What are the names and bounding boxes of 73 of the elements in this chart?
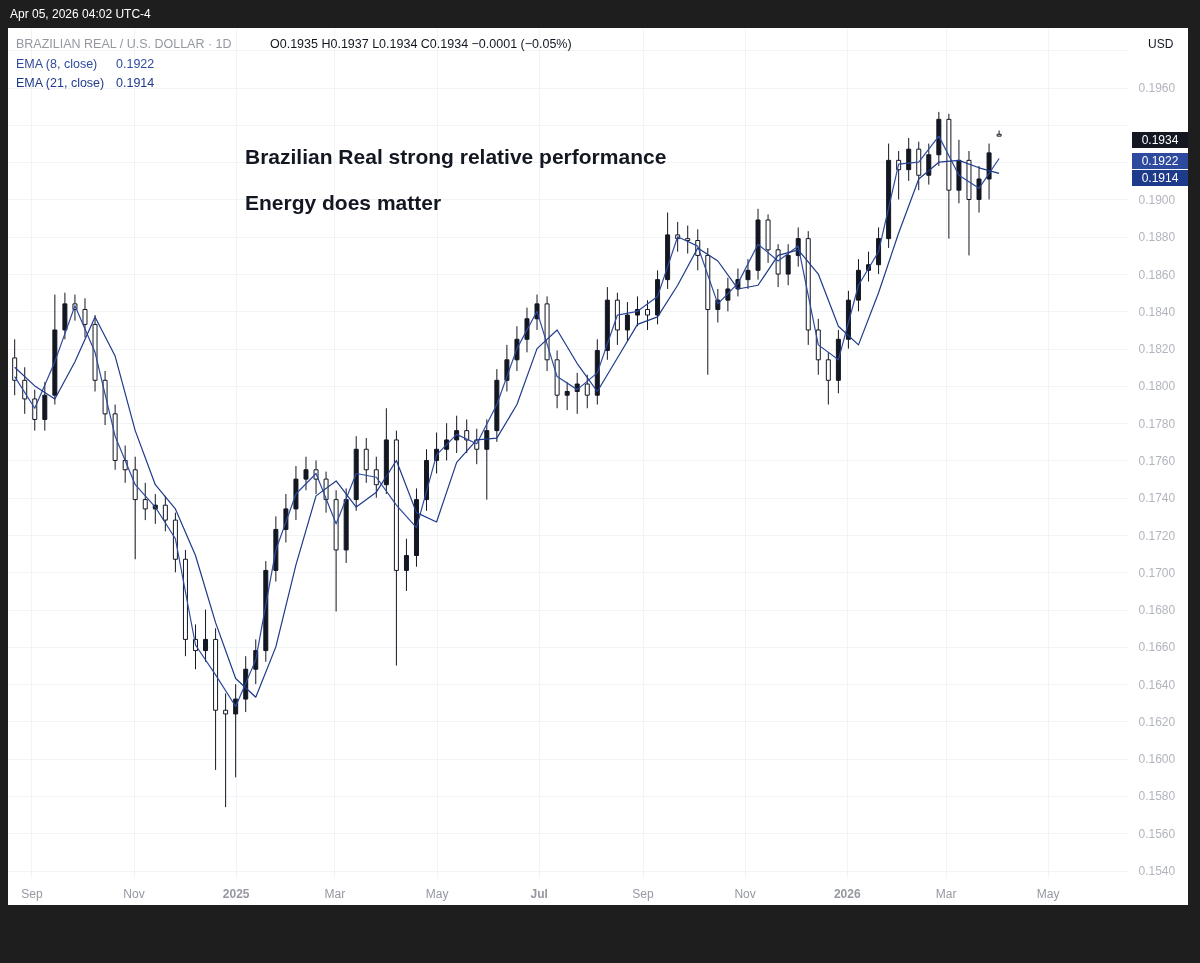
candlestick <box>233 683 239 778</box>
x-tick-label: Mar <box>324 886 346 901</box>
x-tick-label: Jul <box>530 886 548 901</box>
candlestick <box>12 338 18 396</box>
x-tick-label: May <box>425 886 449 901</box>
y-tick-label: 0.1840 <box>1138 304 1176 319</box>
candlestick <box>645 299 651 331</box>
y-tick-label: 0.1960 <box>1138 81 1176 96</box>
candlestick <box>524 307 530 353</box>
x-tick-label: 2026 <box>833 886 861 901</box>
text: EMA (21, close) <box>16 76 105 90</box>
candlestick <box>624 301 630 342</box>
x-tick-label: Sep <box>21 886 43 901</box>
candlestick <box>906 137 912 182</box>
candlestick <box>825 351 831 406</box>
y-tick-label: 0.1660 <box>1138 640 1176 655</box>
annotation: 0.1914 <box>116 76 155 90</box>
candlestick <box>996 130 1002 137</box>
y-tick-label: 0.1620 <box>1138 714 1176 729</box>
y-axis-title: USD <box>1148 37 1174 51</box>
candlestick <box>82 297 88 338</box>
x-tick-label: Nov <box>123 886 145 901</box>
candlestick <box>574 372 580 415</box>
candlestick <box>454 415 460 454</box>
annotation: 0.1922 <box>116 57 155 71</box>
candlestick <box>203 609 209 663</box>
annotation: O0.1935 H0.1937 L0.1934 C0.1934 −0.0001 (−0.05%) <box>270 37 572 51</box>
candlestick <box>584 374 590 409</box>
candlestick <box>464 418 470 454</box>
text: 0.1922 <box>1141 154 1179 168</box>
text: BRAZILIAN REAL / U.S. DOLLAR · 1D <box>16 37 232 51</box>
candlestick <box>22 366 28 415</box>
y-tick-label: 0.1860 <box>1138 267 1176 282</box>
y-tick-label: 0.1640 <box>1138 677 1176 692</box>
x-tick-label: May <box>1036 886 1060 901</box>
candlestick <box>976 165 982 214</box>
candlestick <box>363 437 369 484</box>
y-tick-label: 0.1800 <box>1138 379 1176 394</box>
text: 0.1934 <box>1141 133 1179 147</box>
candlestick <box>564 381 570 411</box>
y-tick-label: 0.1580 <box>1138 789 1176 804</box>
y-tick-label: 0.1680 <box>1138 603 1176 618</box>
candlestick <box>162 495 168 532</box>
y-tick-label: 0.1820 <box>1138 342 1176 357</box>
candlestick <box>223 692 229 808</box>
candlestick <box>403 538 409 592</box>
candlestick <box>926 143 932 186</box>
annotation: Energy does matter <box>245 191 442 214</box>
candlestick <box>685 225 691 255</box>
text: EMA (8, close) <box>16 57 98 71</box>
x-tick-label: Sep <box>632 886 654 901</box>
text: 0.1914 <box>1141 171 1179 185</box>
x-tick-label: Mar <box>935 886 957 901</box>
y-tick-label: 0.1560 <box>1138 826 1176 841</box>
y-tick-label: 0.1760 <box>1138 453 1176 468</box>
candlestick <box>303 456 309 491</box>
y-tick-label: 0.1600 <box>1138 752 1176 767</box>
x-tick-label: 2025 <box>222 886 250 901</box>
y-tick-label: 0.1540 <box>1138 864 1176 879</box>
candlestick <box>785 243 791 286</box>
y-tick-label: 0.1900 <box>1138 192 1176 207</box>
y-tick-label: 0.1780 <box>1138 416 1176 431</box>
y-tick-label: 0.1700 <box>1138 565 1176 580</box>
candlestick <box>142 482 148 521</box>
annotation: Brazilian Real strong relative performance <box>245 145 667 168</box>
candlestick <box>745 258 751 290</box>
y-tick-label: 0.1720 <box>1138 528 1176 543</box>
text: Apr 05, 2026 04:02 UTC-4 <box>10 7 152 21</box>
candlestick <box>32 389 38 432</box>
candlestick <box>484 418 490 501</box>
y-tick-label: 0.1740 <box>1138 491 1176 506</box>
y-tick-label: 0.1880 <box>1138 230 1176 245</box>
x-tick-label: Nov <box>734 886 756 901</box>
